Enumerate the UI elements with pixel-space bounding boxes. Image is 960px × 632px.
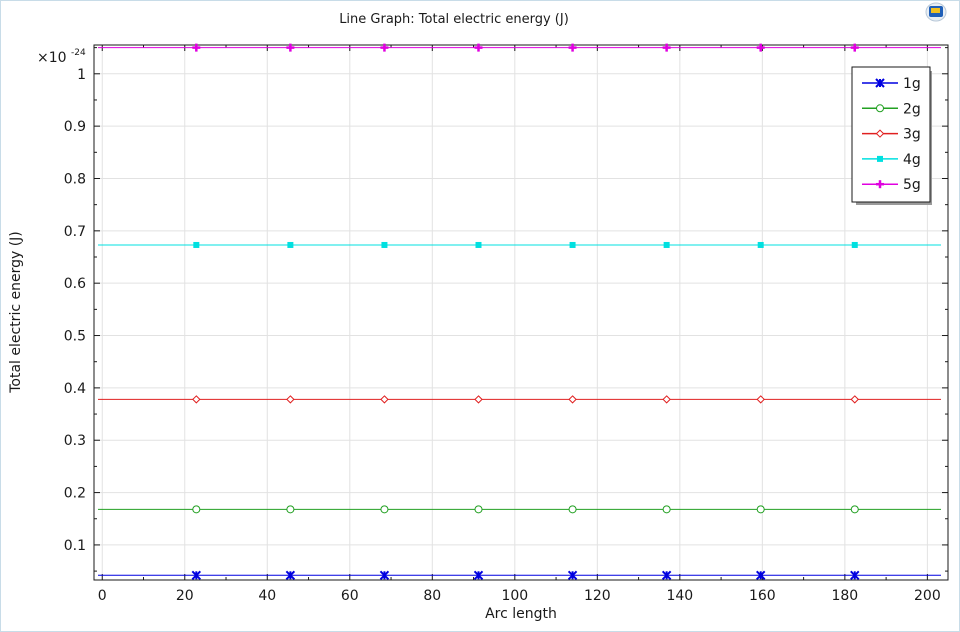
x-tick-label: 60 [341, 588, 359, 604]
y-tick-label: 0.8 [64, 171, 86, 187]
data-point-2g [192, 505, 201, 514]
data-point-5g [568, 43, 577, 52]
data-point-2g [568, 505, 577, 514]
x-tick-label: 120 [584, 588, 611, 604]
data-point-1g [191, 570, 202, 580]
x-tick-label: 80 [423, 588, 441, 604]
data-point-5g [850, 43, 859, 52]
data-point-2g [850, 505, 859, 514]
legend-marker [875, 129, 885, 138]
x-tick-label: 160 [749, 588, 776, 604]
data-point-3g [474, 395, 483, 404]
x-tick-label: 180 [831, 588, 858, 604]
data-point-4g [851, 241, 858, 248]
y-tick-label: 0.2 [64, 486, 86, 502]
legend-marker [876, 104, 884, 113]
legend-marker [877, 155, 883, 162]
y-tick-label: 0.5 [64, 329, 86, 345]
data-point-4g [193, 241, 200, 248]
data-point-5g [380, 43, 389, 52]
legend-label: 5g [903, 177, 921, 193]
axis-ticks [94, 45, 948, 580]
y-exponent-power: -24 [71, 48, 86, 58]
data-point-3g [568, 395, 577, 404]
legend-entry-2g: 2g [862, 101, 921, 117]
y-exponent-label: ×10 -24 [37, 48, 86, 66]
data-point-5g [192, 43, 201, 52]
legend-label: 2g [903, 101, 921, 117]
legend-marker [876, 180, 884, 189]
app-logo-icon [925, 2, 947, 22]
series-lines [98, 43, 941, 580]
data-point-2g [756, 505, 765, 514]
y-tick-label: 1 [77, 67, 86, 83]
legend-entry-5g: 5g [862, 177, 921, 193]
data-point-4g [663, 241, 670, 248]
data-point-3g [286, 395, 295, 404]
data-point-3g [850, 395, 859, 404]
data-point-4g [381, 241, 388, 248]
data-point-1g [567, 570, 578, 580]
y-axis-label: Total electric energy (J) [8, 231, 24, 394]
legend-entry-4g: 4g [862, 152, 921, 168]
legend: 1g 2g 3g 4g 5g [851, 66, 932, 205]
legend-entry-1g: 1g [862, 76, 921, 92]
data-point-2g [380, 505, 389, 514]
x-tick-label: 140 [666, 588, 693, 604]
data-point-1g [379, 570, 390, 580]
legend-entry-3g: 3g [862, 127, 921, 143]
legend-label: 3g [903, 127, 921, 143]
data-point-3g [380, 395, 389, 404]
x-tick-label: 100 [501, 588, 528, 604]
data-point-1g [850, 570, 860, 580]
legend-label: 1g [903, 76, 921, 92]
data-point-4g [569, 241, 576, 248]
data-point-3g [756, 395, 765, 404]
chart-title: Line Graph: Total electric energy (J) [339, 12, 569, 27]
plot-border [93, 44, 949, 581]
data-point-5g [286, 43, 295, 52]
x-axis-label: Arc length [485, 606, 557, 622]
data-point-1g [473, 570, 484, 580]
data-point-1g [285, 570, 296, 580]
data-point-1g [661, 570, 672, 580]
x-tick-label: 20 [176, 588, 194, 604]
legend-marker [875, 78, 885, 88]
y-tick-label: 0.3 [64, 433, 86, 449]
data-point-3g [662, 395, 671, 404]
data-point-2g [662, 505, 671, 514]
data-point-1g [755, 570, 766, 580]
data-point-5g [756, 43, 765, 52]
y-tick-label: 0.4 [64, 381, 86, 397]
y-exponent-base: ×10 [37, 50, 67, 66]
data-point-2g [286, 505, 295, 514]
y-tick-label: 0.7 [64, 224, 86, 240]
y-tick-label: 0.6 [64, 276, 86, 292]
y-tick-label: 0.1 [64, 538, 86, 554]
data-point-4g [475, 241, 482, 248]
x-tick-label: 40 [258, 588, 276, 604]
x-tick-label: 200 [914, 588, 941, 604]
data-point-3g [192, 395, 201, 404]
data-point-2g [474, 505, 483, 514]
y-tick-label: 0.9 [64, 119, 86, 135]
x-tick-label: 0 [98, 588, 107, 604]
data-point-5g [662, 43, 671, 52]
legend-label: 4g [903, 152, 921, 168]
legend-box [851, 66, 931, 203]
data-point-4g [287, 241, 294, 248]
grid [94, 45, 948, 580]
data-point-5g [474, 43, 483, 52]
data-point-4g [757, 241, 764, 248]
